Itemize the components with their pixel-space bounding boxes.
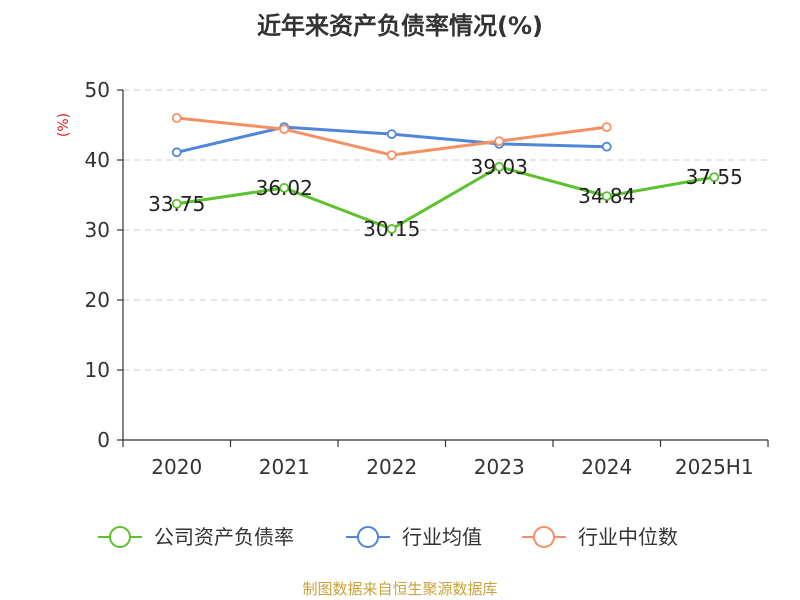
y-tick-label: 0 [97,428,110,452]
data-point [279,124,290,135]
data-label: 36.02 [256,176,313,200]
data-point [494,161,505,172]
grid [123,89,768,371]
series-0 [171,161,720,234]
data-point [386,129,397,140]
y-tick-label: 50 [85,78,110,102]
legend-item-2: 行业中位数 [522,525,678,549]
legend: 公司资产负债率 行业均值 行业中位数 [98,525,678,549]
legend-marker [109,526,131,548]
data-point [601,141,612,152]
x-tick-label: 2021 [259,455,310,479]
x-tick-label: 2025H1 [675,455,754,479]
y-tick-label: 20 [85,288,110,312]
data-label: 37.55 [686,165,743,189]
y-tick-label: 30 [85,218,110,242]
source-note: 制图数据来自恒生聚源数据库 [302,580,497,598]
data-label: 39.03 [471,155,528,179]
data-labels: 33.75 36.02 30.15 39.03 34.84 37.55 [148,155,743,241]
x-tick-label: 2022 [366,455,417,479]
legend-label: 行业均值 [402,525,482,549]
data-point [386,150,397,161]
y-axis-unit-label: (%) [56,113,72,137]
data-point [386,224,397,234]
legend-label: 公司资产负债率 [154,525,294,549]
data-point [601,122,612,132]
data-point [171,198,182,209]
legend-label: 行业中位数 [578,525,678,549]
y-tick-label: 10 [85,358,110,382]
data-point [601,191,612,202]
legend-marker [533,526,555,548]
data-point [171,147,182,158]
data-point [494,136,505,147]
data-point [279,182,290,193]
series-line [175,165,716,231]
y-tick-label: 40 [85,148,110,172]
legend-marker [357,526,379,548]
series-layer [171,113,720,234]
data-label: 33.75 [148,192,205,216]
series-2 [171,113,612,161]
data-point [171,113,182,123]
axes: 0 10 20 30 40 50 2020 2021 2022 2023 2024 2025H1 [85,78,769,479]
data-label: 30.15 [363,217,420,241]
legend-item-1: 行业均值 [346,525,482,549]
chart-title: 近年来资产负债率情况(%) [257,12,543,40]
legend-item-0: 公司资产负债率 [98,525,294,549]
x-tick-label: 2020 [151,455,202,479]
data-point [709,172,720,183]
x-tick-label: 2023 [474,455,525,479]
x-tick-label: 2024 [581,455,632,479]
data-label: 34.84 [578,184,635,208]
